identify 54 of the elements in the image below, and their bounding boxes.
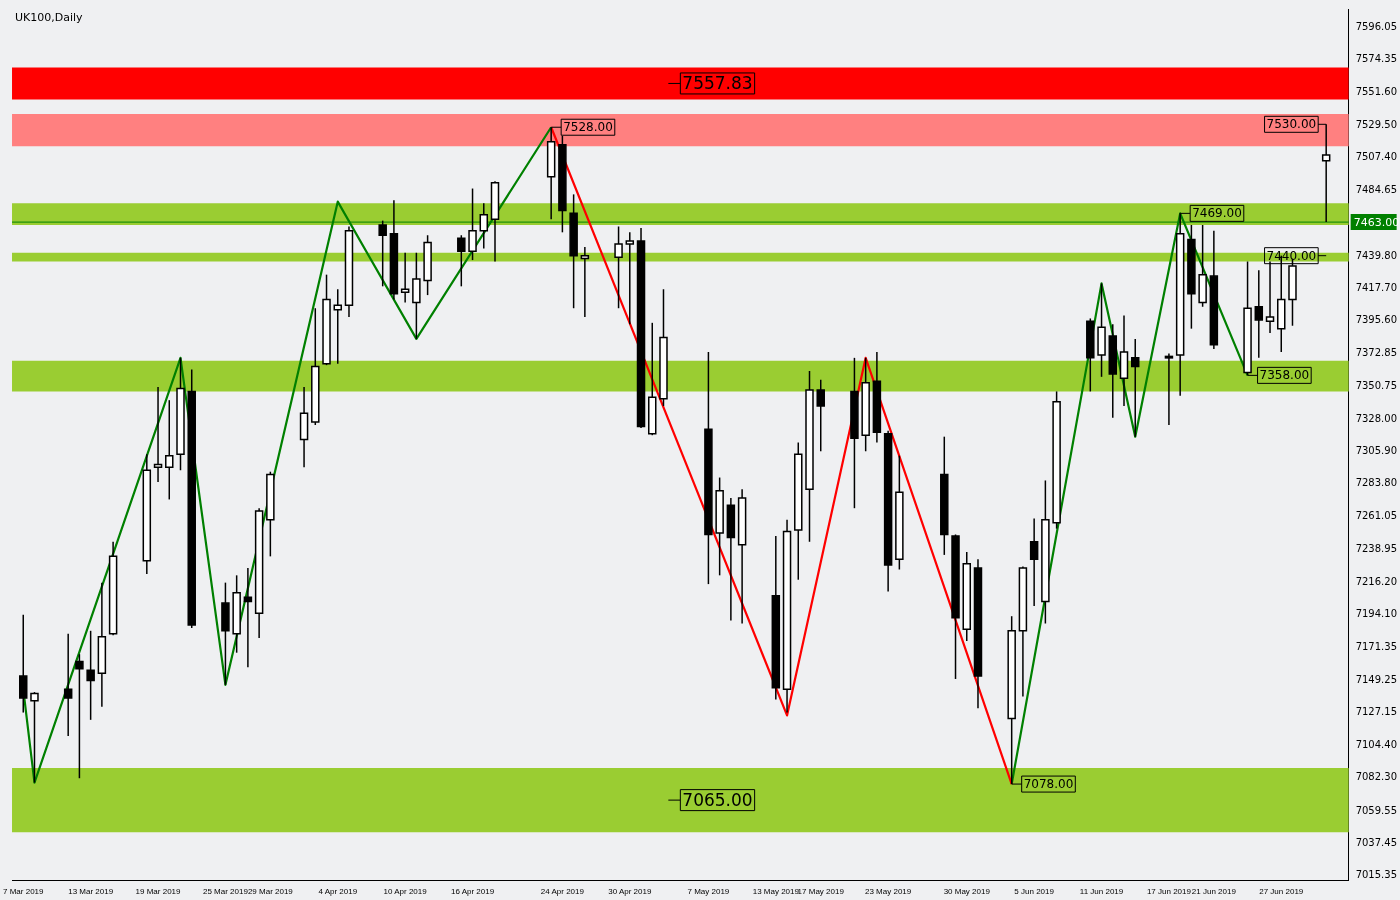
y-tick-label: 7395.60 (1355, 314, 1398, 326)
x-tick-label: 27 Jun 2019 (1259, 887, 1304, 897)
annotation: 7358.00 (1259, 368, 1310, 383)
y-tick-label: 7171.35 (1355, 641, 1398, 653)
y-tick-label: 7194.10 (1355, 608, 1398, 620)
y-tick-label: 7372.85 (1355, 347, 1398, 359)
y-tick-label: 7305.90 (1355, 445, 1398, 457)
y-tick-label: 7149.25 (1355, 673, 1398, 685)
x-tick-label: 30 May 2019 (943, 887, 991, 897)
band-label: 7065.00 (682, 789, 753, 810)
x-tick-label: 7 Mar 2019 (3, 887, 45, 897)
y-tick-label: 7507.40 (1355, 150, 1398, 162)
y-tick-label: 7439.80 (1355, 249, 1398, 261)
y-tick-label: 7417.70 (1355, 281, 1398, 293)
band-label: 7557.83 (682, 72, 753, 93)
x-tick-label: 5 Jun 2019 (1014, 887, 1055, 897)
annotation: 7078.00 (1023, 777, 1074, 792)
x-tick-label: 25 Mar 2019 (202, 887, 249, 897)
annotation: 7530.00 (1266, 117, 1317, 132)
x-tick-label: 23 May 2019 (865, 887, 912, 897)
y-tick-label: 7015.35 (1355, 869, 1398, 881)
x-tick-label: 10 Apr 2019 (383, 887, 428, 897)
x-tick-label: 29 Mar 2019 (247, 887, 294, 897)
y-tick-label: 7484.65 (1355, 184, 1398, 196)
x-tick-label: 19 Mar 2019 (135, 887, 182, 897)
annotation: 7440.00 (1266, 248, 1317, 263)
x-tick-label: 17 Jun 2019 (1146, 887, 1192, 897)
x-tick-label: 24 Apr 2019 (540, 887, 585, 897)
y-tick-label: 7574.35 (1355, 53, 1398, 65)
x-tick-label: 16 Apr 2019 (450, 887, 495, 897)
y-tick-label: 7261.05 (1355, 510, 1398, 522)
y-tick-label: 7238.95 (1355, 542, 1398, 554)
y-tick-label: 7082.30 (1355, 771, 1398, 783)
chart-title: UK100,Daily (15, 11, 84, 25)
y-tick-label: 7596.05 (1355, 21, 1398, 33)
y-tick-label: 7328.00 (1355, 412, 1398, 424)
x-tick-label: 7 May 2019 (687, 887, 730, 897)
x-tick-label: 21 Jun 2019 (1191, 887, 1237, 897)
y-tick-label: 7104.40 (1355, 739, 1398, 751)
x-tick-label: 30 Apr 2019 (608, 887, 652, 897)
y-tick-label: 7350.75 (1355, 379, 1398, 391)
x-tick-label: 11 Jun 2019 (1079, 887, 1124, 897)
y-tick-label: 7529.50 (1355, 118, 1398, 130)
y-tick-label: 7551.60 (1355, 86, 1398, 98)
y-tick-label: 7037.45 (1355, 836, 1398, 848)
y-tick-label: 7127.15 (1355, 705, 1398, 717)
y-tick-label: 7216.20 (1355, 575, 1398, 587)
x-tick-label: 4 Apr 2019 (318, 887, 358, 897)
y-tick-label: 7283.80 (1355, 477, 1398, 489)
annotation: 7528.00 (563, 120, 613, 135)
x-tick-label: 17 May 2019 (797, 887, 845, 897)
x-tick-label: 13 Mar 2019 (68, 887, 114, 897)
y-tick-label: 7059.55 (1355, 804, 1398, 816)
annotation: 7469.00 (1192, 206, 1242, 221)
